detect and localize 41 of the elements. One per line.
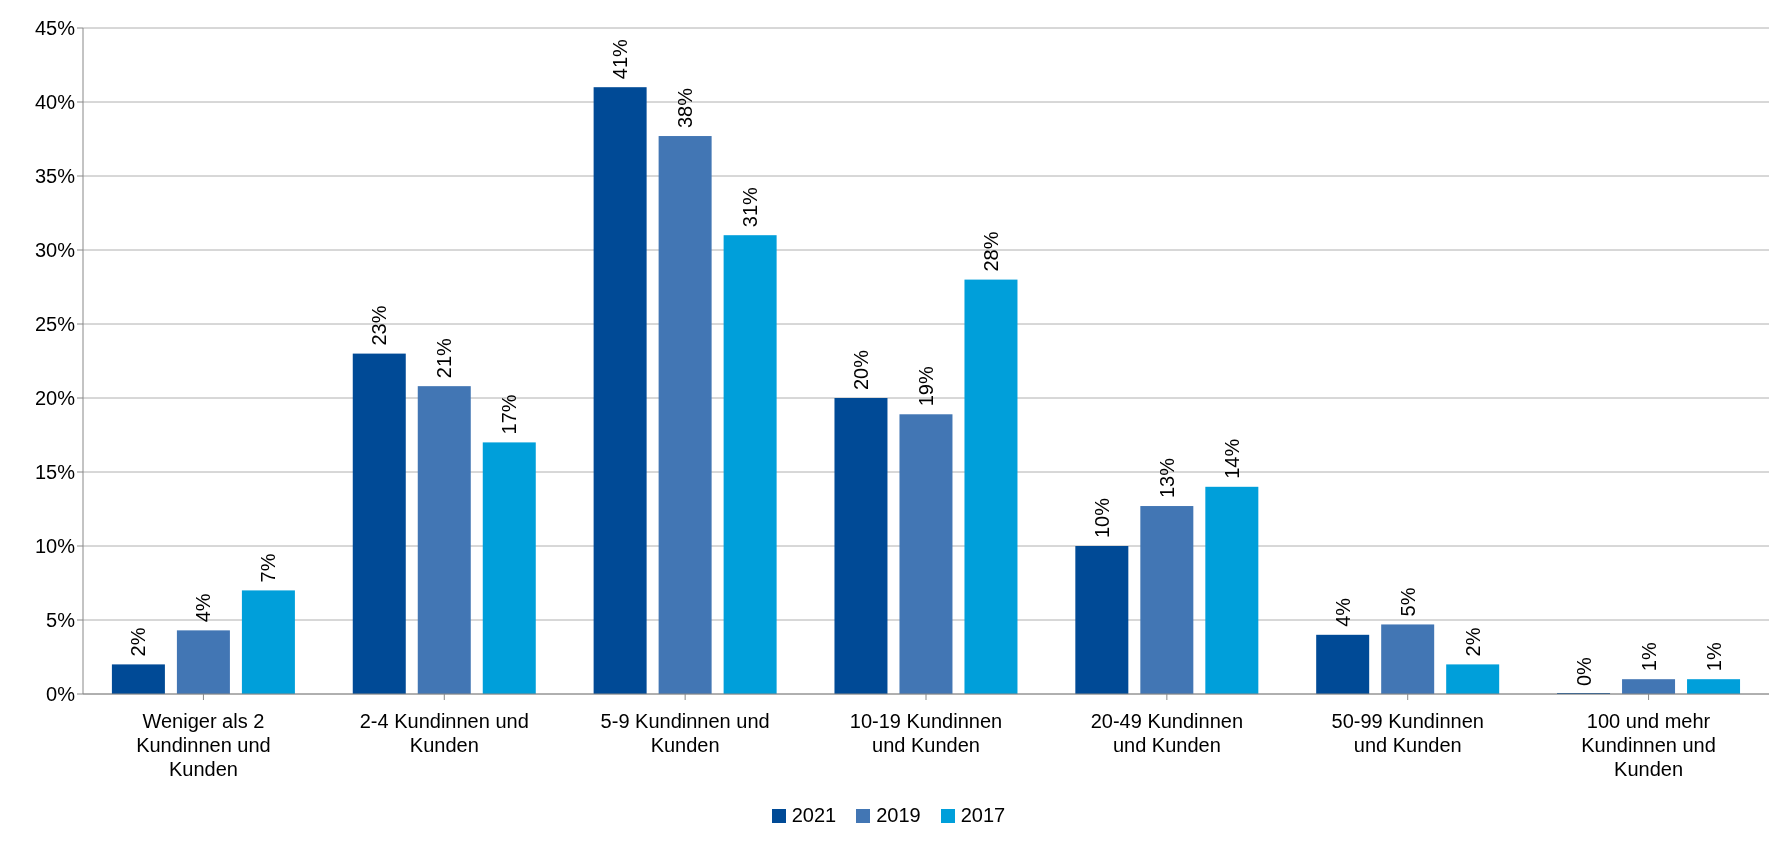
data-label: 17% bbox=[498, 394, 521, 435]
data-label: 4% bbox=[192, 593, 215, 623]
y-tick-label: 10% bbox=[34, 535, 76, 558]
legend-label: 2017 bbox=[960, 804, 1006, 827]
data-label: 5% bbox=[1396, 587, 1419, 617]
y-tick-label: 5% bbox=[46, 609, 76, 632]
y-tick-label: 15% bbox=[34, 461, 76, 484]
data-label: 28% bbox=[979, 231, 1002, 272]
data-label: 21% bbox=[433, 337, 456, 379]
data-label: 41% bbox=[609, 38, 632, 80]
data-label: 14% bbox=[1220, 438, 1243, 479]
data-label: 23% bbox=[368, 305, 391, 346]
x-tick-label: 5-9 Kundinnen und Kunden bbox=[600, 710, 770, 756]
legend-label: 2021 bbox=[791, 804, 837, 827]
data-label: 20% bbox=[849, 349, 872, 390]
x-tick-label: 50-99 Kundinnen und Kunden bbox=[1331, 710, 1484, 756]
y-tick-label: 35% bbox=[34, 165, 76, 188]
x-tick-label: Weniger als 2 Kundinnen und Kunden bbox=[136, 710, 271, 780]
data-label: 31% bbox=[739, 186, 762, 228]
y-tick-label: 0% bbox=[46, 683, 76, 706]
y-tick-label: 25% bbox=[34, 313, 76, 336]
x-tick-label: 10-19 Kundinnen und Kunden bbox=[849, 710, 1003, 756]
data-label: 1% bbox=[1702, 642, 1725, 672]
x-tick-label: 2-4 Kundinnen und Kunden bbox=[359, 710, 529, 756]
data-label: 13% bbox=[1155, 457, 1178, 499]
y-tick-label: 40% bbox=[34, 91, 76, 114]
data-label: 7% bbox=[257, 553, 280, 583]
data-label: 0% bbox=[1572, 656, 1595, 686]
data-label: 38% bbox=[674, 87, 697, 129]
y-tick-label: 20% bbox=[34, 387, 76, 410]
data-label: 4% bbox=[1331, 597, 1354, 627]
data-label: 2% bbox=[127, 627, 150, 657]
x-tick-label: 20-49 Kundinnen und Kunden bbox=[1090, 710, 1244, 756]
data-label: 10% bbox=[1090, 497, 1113, 538]
y-tick-label: 30% bbox=[34, 239, 76, 262]
data-label: 2% bbox=[1461, 627, 1484, 657]
x-tick-label: 100 und mehr Kundinnen und Kunden bbox=[1581, 710, 1716, 780]
y-tick-label: 45% bbox=[34, 17, 76, 40]
legend-label: 2019 bbox=[876, 804, 921, 827]
data-label: 1% bbox=[1637, 642, 1660, 672]
data-label: 19% bbox=[914, 366, 937, 407]
